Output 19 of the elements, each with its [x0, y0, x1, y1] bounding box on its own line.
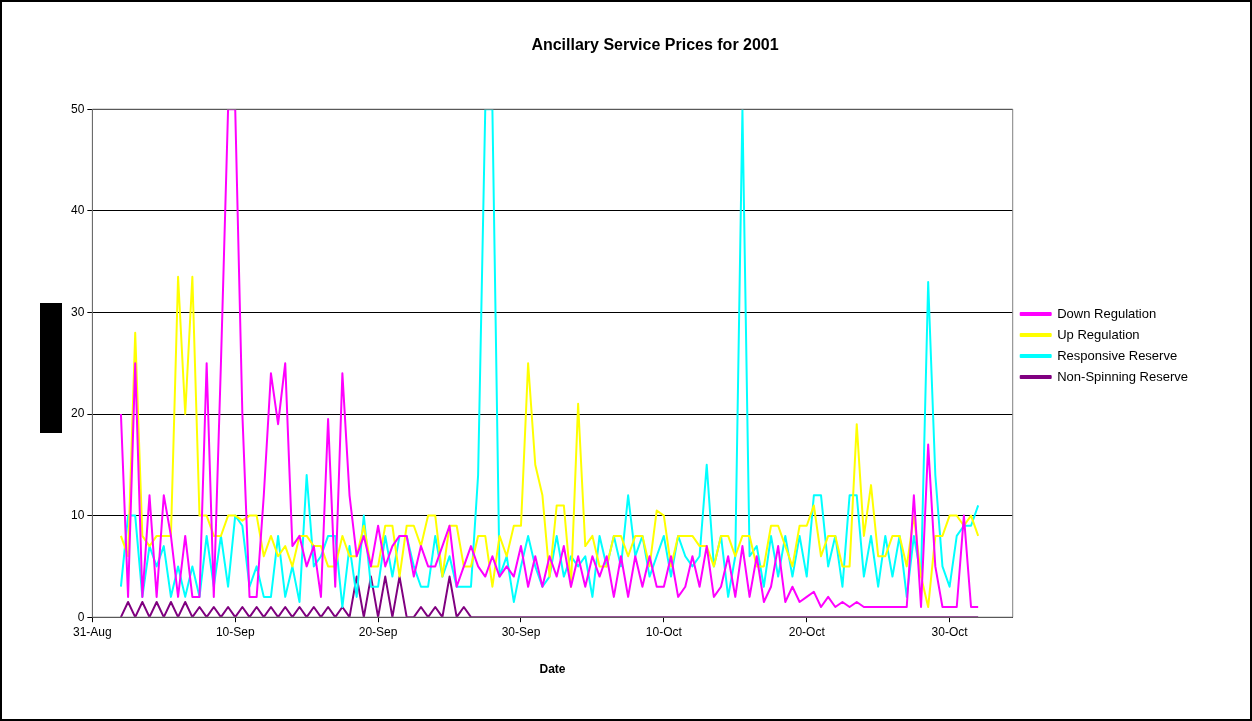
- x-tick-label: 10-Sep: [215, 624, 255, 639]
- legend-label: Non-Spinning Reserve: [1057, 368, 1188, 384]
- y-tick-label: 10: [70, 507, 85, 522]
- y-tick-label: 30: [70, 304, 85, 319]
- y-tick-label: 20: [70, 406, 85, 421]
- x-tick-label: 30-Sep: [501, 624, 541, 639]
- x-tick-label: 30-Oct: [931, 624, 969, 639]
- y-tick-label: 40: [70, 203, 85, 218]
- legend-label: Down Regulation: [1057, 305, 1157, 321]
- x-tick-label: 10-Oct: [645, 624, 683, 639]
- y-tick-label: 50: [70, 101, 85, 116]
- y-tick-label: 0: [77, 609, 85, 624]
- legend-label: Responsive Reserve: [1057, 347, 1178, 363]
- x-tick-label: 20-Sep: [358, 624, 398, 639]
- chart-title: Ancillary Service Prices for 2001: [531, 36, 779, 54]
- x-tick-label: 31-Aug: [73, 624, 112, 639]
- x-tick-label: 20-Oct: [788, 624, 826, 639]
- legend-label: Up Regulation: [1057, 326, 1140, 342]
- x-axis-title: Date: [539, 662, 566, 677]
